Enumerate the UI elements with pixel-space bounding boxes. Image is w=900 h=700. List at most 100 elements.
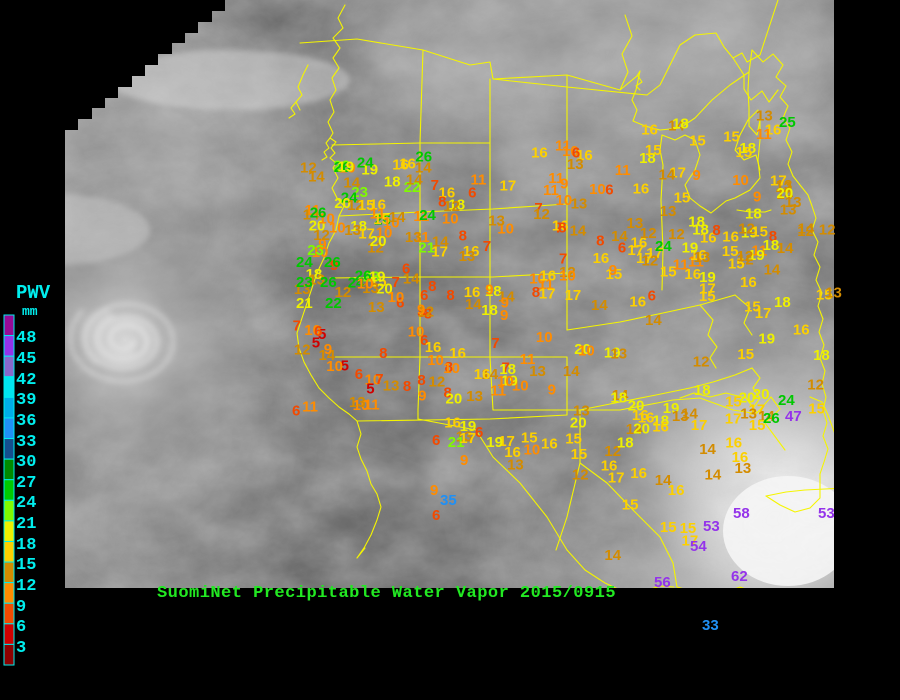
svg-text:6: 6 [605, 182, 613, 199]
svg-text:18: 18 [384, 174, 401, 191]
svg-text:6: 6 [432, 507, 440, 524]
svg-text:13: 13 [785, 194, 802, 211]
svg-text:12: 12 [642, 253, 659, 270]
svg-text:26: 26 [310, 204, 327, 221]
svg-text:9: 9 [753, 188, 761, 205]
svg-text:15: 15 [689, 133, 706, 150]
svg-text:17: 17 [565, 287, 582, 304]
svg-text:9: 9 [417, 302, 425, 319]
svg-text:17: 17 [500, 177, 517, 194]
svg-text:8: 8 [403, 378, 411, 395]
svg-text:11: 11 [520, 351, 536, 368]
svg-text:14: 14 [645, 312, 662, 329]
svg-text:9: 9 [692, 167, 700, 184]
svg-text:13: 13 [756, 107, 773, 124]
svg-text:15: 15 [725, 393, 742, 410]
svg-text:12: 12 [807, 377, 824, 394]
svg-text:35: 35 [440, 492, 457, 509]
svg-text:24: 24 [655, 238, 672, 255]
svg-text:24: 24 [296, 254, 313, 271]
svg-text:14: 14 [764, 262, 781, 279]
svg-text:15: 15 [622, 497, 639, 514]
svg-text:16: 16 [541, 436, 558, 453]
svg-text:15: 15 [751, 223, 768, 240]
svg-text:16: 16 [684, 266, 701, 283]
svg-text:19: 19 [337, 159, 354, 176]
svg-text:15: 15 [680, 520, 697, 537]
svg-text:17: 17 [755, 305, 772, 322]
svg-text:14: 14 [705, 466, 722, 483]
svg-text:16: 16 [539, 267, 556, 284]
svg-text:7: 7 [392, 274, 400, 291]
svg-text:18: 18 [610, 390, 627, 407]
svg-text:9: 9 [430, 482, 438, 499]
svg-text:8: 8 [379, 345, 387, 362]
svg-text:12: 12 [737, 248, 754, 265]
svg-text:13: 13 [735, 460, 752, 477]
svg-text:9: 9 [501, 295, 509, 312]
svg-text:16: 16 [641, 121, 658, 138]
svg-text:24: 24 [778, 392, 795, 409]
svg-text:14: 14 [777, 240, 794, 257]
svg-text:10: 10 [443, 360, 460, 377]
svg-text:15: 15 [808, 400, 825, 417]
svg-text:15: 15 [737, 346, 754, 363]
svg-text:8: 8 [712, 222, 720, 239]
svg-text:6: 6 [432, 432, 440, 449]
svg-text:8: 8 [459, 228, 467, 245]
svg-text:7: 7 [559, 250, 567, 267]
svg-text:26: 26 [763, 410, 780, 427]
svg-text:16: 16 [740, 274, 757, 291]
svg-text:15: 15 [699, 288, 716, 305]
svg-text:18: 18 [617, 435, 634, 452]
svg-text:14: 14 [659, 167, 676, 184]
svg-text:19: 19 [699, 269, 716, 286]
svg-text:16: 16 [449, 345, 466, 362]
svg-text:12: 12 [572, 467, 589, 484]
svg-text:14: 14 [604, 547, 621, 564]
svg-text:9: 9 [324, 341, 332, 358]
svg-text:54: 54 [690, 538, 707, 555]
svg-text:16: 16 [629, 294, 646, 311]
svg-text:15: 15 [660, 519, 677, 536]
svg-text:12: 12 [313, 227, 330, 244]
svg-text:6: 6 [648, 288, 656, 305]
svg-text:10: 10 [559, 267, 576, 284]
svg-text:17: 17 [431, 243, 448, 260]
svg-text:13: 13 [405, 229, 422, 246]
svg-text:16: 16 [725, 435, 742, 452]
svg-text:18: 18 [672, 115, 689, 132]
svg-text:33: 33 [702, 617, 719, 634]
svg-text:16: 16 [593, 250, 610, 267]
svg-text:11: 11 [302, 398, 318, 415]
svg-text:26: 26 [324, 254, 341, 271]
svg-text:16: 16 [474, 366, 491, 383]
svg-text:17: 17 [725, 411, 742, 428]
svg-text:24: 24 [357, 154, 374, 171]
svg-text:10: 10 [732, 172, 749, 189]
svg-text:15: 15 [571, 446, 588, 463]
svg-text:10: 10 [589, 181, 606, 198]
svg-text:47: 47 [785, 408, 802, 425]
svg-text:11: 11 [756, 126, 772, 143]
svg-text:13: 13 [610, 346, 627, 363]
svg-text:13: 13 [383, 377, 400, 394]
svg-text:7: 7 [375, 371, 383, 388]
svg-text:10: 10 [357, 276, 374, 293]
svg-text:10: 10 [408, 324, 425, 341]
svg-text:8: 8 [438, 193, 446, 210]
svg-text:18: 18 [692, 222, 709, 239]
svg-text:10: 10 [524, 441, 541, 458]
svg-text:24: 24 [419, 207, 436, 224]
svg-text:19: 19 [758, 331, 775, 348]
svg-text:13: 13 [571, 196, 588, 213]
svg-text:10: 10 [578, 342, 595, 359]
svg-text:7: 7 [491, 335, 499, 352]
svg-text:10: 10 [442, 211, 459, 228]
svg-text:15: 15 [565, 430, 582, 447]
svg-text:18: 18 [694, 382, 711, 399]
svg-text:12: 12 [294, 342, 311, 359]
svg-text:14: 14 [465, 296, 482, 313]
svg-text:19: 19 [682, 239, 699, 256]
svg-text:12: 12 [693, 353, 710, 370]
